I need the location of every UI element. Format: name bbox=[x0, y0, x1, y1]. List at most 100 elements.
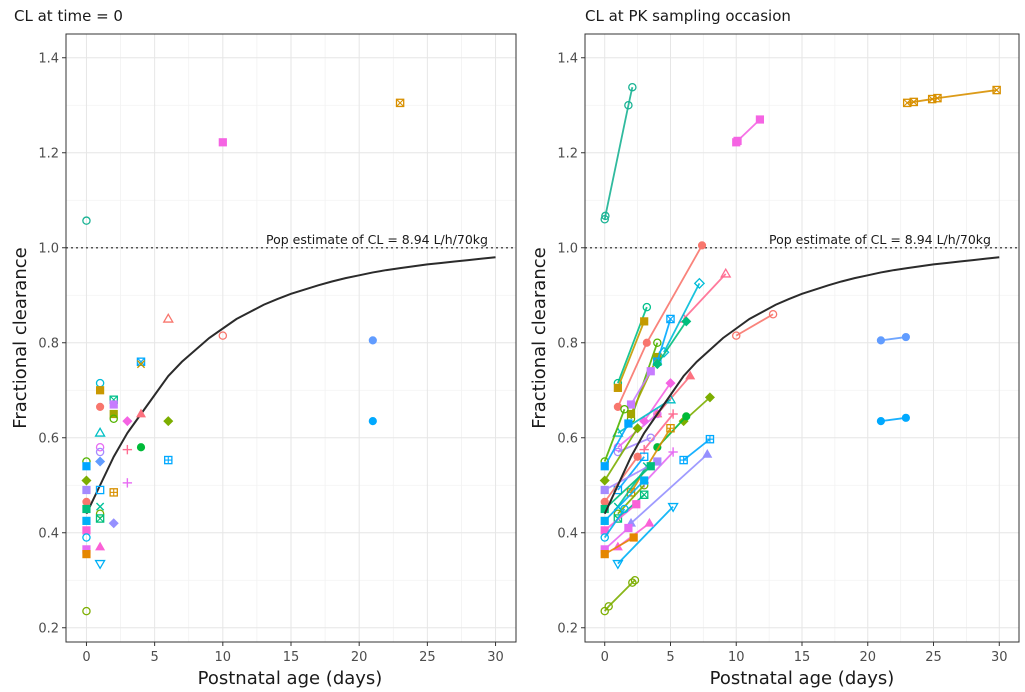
left-data-point bbox=[122, 478, 133, 488]
right-y-tick-label: 0.4 bbox=[557, 526, 578, 541]
left-data-point bbox=[82, 485, 91, 495]
right-trajectory-point bbox=[604, 602, 613, 611]
left-data-point bbox=[95, 514, 105, 523]
left-data-point bbox=[163, 416, 174, 427]
left-data-point bbox=[82, 533, 91, 542]
left-x-tick-label: 5 bbox=[150, 650, 158, 665]
right-trajectory-line bbox=[880, 416, 907, 423]
right-trajectory-point bbox=[628, 578, 637, 587]
right-trajectory-point bbox=[681, 316, 692, 327]
left-y-axis-title: Fractional clearance bbox=[10, 247, 31, 428]
right-trajectory-line bbox=[683, 438, 711, 461]
right-trajectory-point bbox=[666, 314, 675, 324]
left-data-point bbox=[109, 409, 118, 419]
right-trajectory-point bbox=[600, 533, 609, 542]
right-x-tick-label: 15 bbox=[794, 650, 811, 665]
left-data-point bbox=[82, 526, 91, 535]
left-plot-grid bbox=[66, 34, 516, 642]
right-trajectory-line bbox=[604, 579, 636, 612]
right-trajectory-point bbox=[632, 500, 641, 509]
left-data-point bbox=[136, 443, 146, 452]
right-trajectory-point bbox=[768, 309, 778, 319]
left-data-point bbox=[109, 488, 118, 497]
right-x-tick-label: 30 bbox=[991, 650, 1008, 665]
left-data-point bbox=[81, 475, 92, 486]
right-trajectory-point bbox=[600, 550, 609, 559]
left-plot-series: Pop estimate of CL = 8.94 L/h/70kg bbox=[66, 98, 516, 616]
right-trajectory-point bbox=[667, 502, 679, 513]
right-trajectory-point bbox=[613, 447, 623, 457]
left-data-point bbox=[164, 455, 173, 465]
left-y-tick-label: 0.4 bbox=[38, 526, 59, 541]
left-data-point bbox=[135, 408, 147, 418]
left-plot-ticks: 0 5 10 15 20 25 30 0.2 0.4 0.6 0.8 1.0 1.2 1.4 bbox=[38, 51, 504, 665]
left-x-axis-title: Postnatal age (days) bbox=[198, 668, 383, 689]
right-trajectory-line bbox=[630, 370, 652, 405]
right-trajectory-point bbox=[653, 409, 662, 419]
right-trajectory-point bbox=[653, 457, 662, 466]
right-x-tick-label: 20 bbox=[859, 650, 876, 665]
right-trajectory-point bbox=[682, 412, 691, 421]
right-trajectory-line bbox=[617, 321, 646, 389]
right-y-tick-label: 1.0 bbox=[557, 241, 578, 256]
right-trajectory-point bbox=[644, 517, 655, 527]
right-trajectory-line bbox=[604, 536, 635, 555]
right-trajectory-line bbox=[656, 318, 672, 363]
right-y-tick-label: 1.4 bbox=[557, 51, 578, 66]
left-data-point bbox=[95, 502, 105, 511]
right-trajectory-line bbox=[682, 273, 727, 320]
left-x-tick-label: 10 bbox=[215, 650, 232, 665]
right-plot-series: Pop estimate of CL = 8.94 L/h/70kg bbox=[585, 82, 1019, 616]
right-y-tick-label: 0.6 bbox=[557, 431, 578, 446]
left-y-tick-label: 0.8 bbox=[38, 336, 59, 351]
right-trajectory-point bbox=[630, 576, 640, 585]
right-trajectory-point bbox=[702, 449, 713, 458]
right-trajectory-point bbox=[626, 409, 636, 419]
right-trajectory-point bbox=[639, 490, 649, 499]
right-x-tick-label: 10 bbox=[728, 650, 745, 665]
left-x-tick-label: 25 bbox=[419, 650, 436, 665]
right-trajectory-line bbox=[604, 503, 637, 532]
right-trajectory-point bbox=[624, 523, 633, 533]
right-trajectory-point bbox=[666, 423, 675, 433]
right-trajectory-point bbox=[642, 302, 652, 312]
right-trajectory-point bbox=[705, 434, 715, 444]
right-trajectory-point bbox=[632, 423, 643, 434]
left-data-point bbox=[82, 497, 91, 506]
left-data-point bbox=[95, 442, 105, 452]
right-trajectory-point bbox=[600, 462, 609, 471]
left-panel-title: CL at time = 0 bbox=[14, 7, 123, 25]
left-data-point bbox=[82, 550, 91, 559]
right-x-tick-label: 25 bbox=[925, 650, 942, 665]
left-data-point bbox=[82, 216, 91, 225]
right-trajectory-point bbox=[909, 97, 919, 107]
right-y-tick-label: 1.2 bbox=[557, 146, 578, 161]
left-data-point bbox=[82, 516, 91, 525]
right-trajectory-point bbox=[901, 413, 910, 422]
right-x-tick-label: 5 bbox=[666, 650, 674, 665]
right-trajectory-point bbox=[640, 476, 649, 485]
right-trajectory-point bbox=[646, 462, 655, 471]
right-trajectory-line bbox=[604, 479, 645, 522]
right-trajectory-line bbox=[630, 453, 708, 524]
right-trajectory-line bbox=[617, 465, 648, 508]
left-data-point bbox=[95, 541, 106, 551]
right-panel-title: CL at PK sampling occasion bbox=[585, 7, 791, 25]
right-trajectory-point bbox=[624, 419, 633, 428]
left-data-point bbox=[82, 462, 91, 471]
right-trajectory-point bbox=[653, 338, 662, 347]
right-trajectory-line bbox=[643, 451, 674, 484]
left-data-point bbox=[109, 414, 118, 423]
right-plot-ticks: 0 5 10 15 20 25 30 0.2 0.4 0.6 0.8 1.0 1.2 1.4 bbox=[557, 51, 1007, 665]
right-trajectory-point bbox=[697, 241, 707, 250]
left-data-point bbox=[95, 456, 106, 467]
left-data-point bbox=[218, 138, 227, 147]
right-trajectory-point bbox=[600, 497, 609, 506]
right-trajectory-line bbox=[880, 336, 907, 342]
right-trajectory-point bbox=[646, 433, 656, 442]
right-trajectory-point bbox=[733, 136, 742, 145]
right-y-tick-label: 0.8 bbox=[557, 336, 578, 351]
left-data-point bbox=[95, 447, 105, 457]
right-trajectory-point bbox=[620, 404, 629, 414]
right-trajectory-point bbox=[685, 370, 696, 380]
